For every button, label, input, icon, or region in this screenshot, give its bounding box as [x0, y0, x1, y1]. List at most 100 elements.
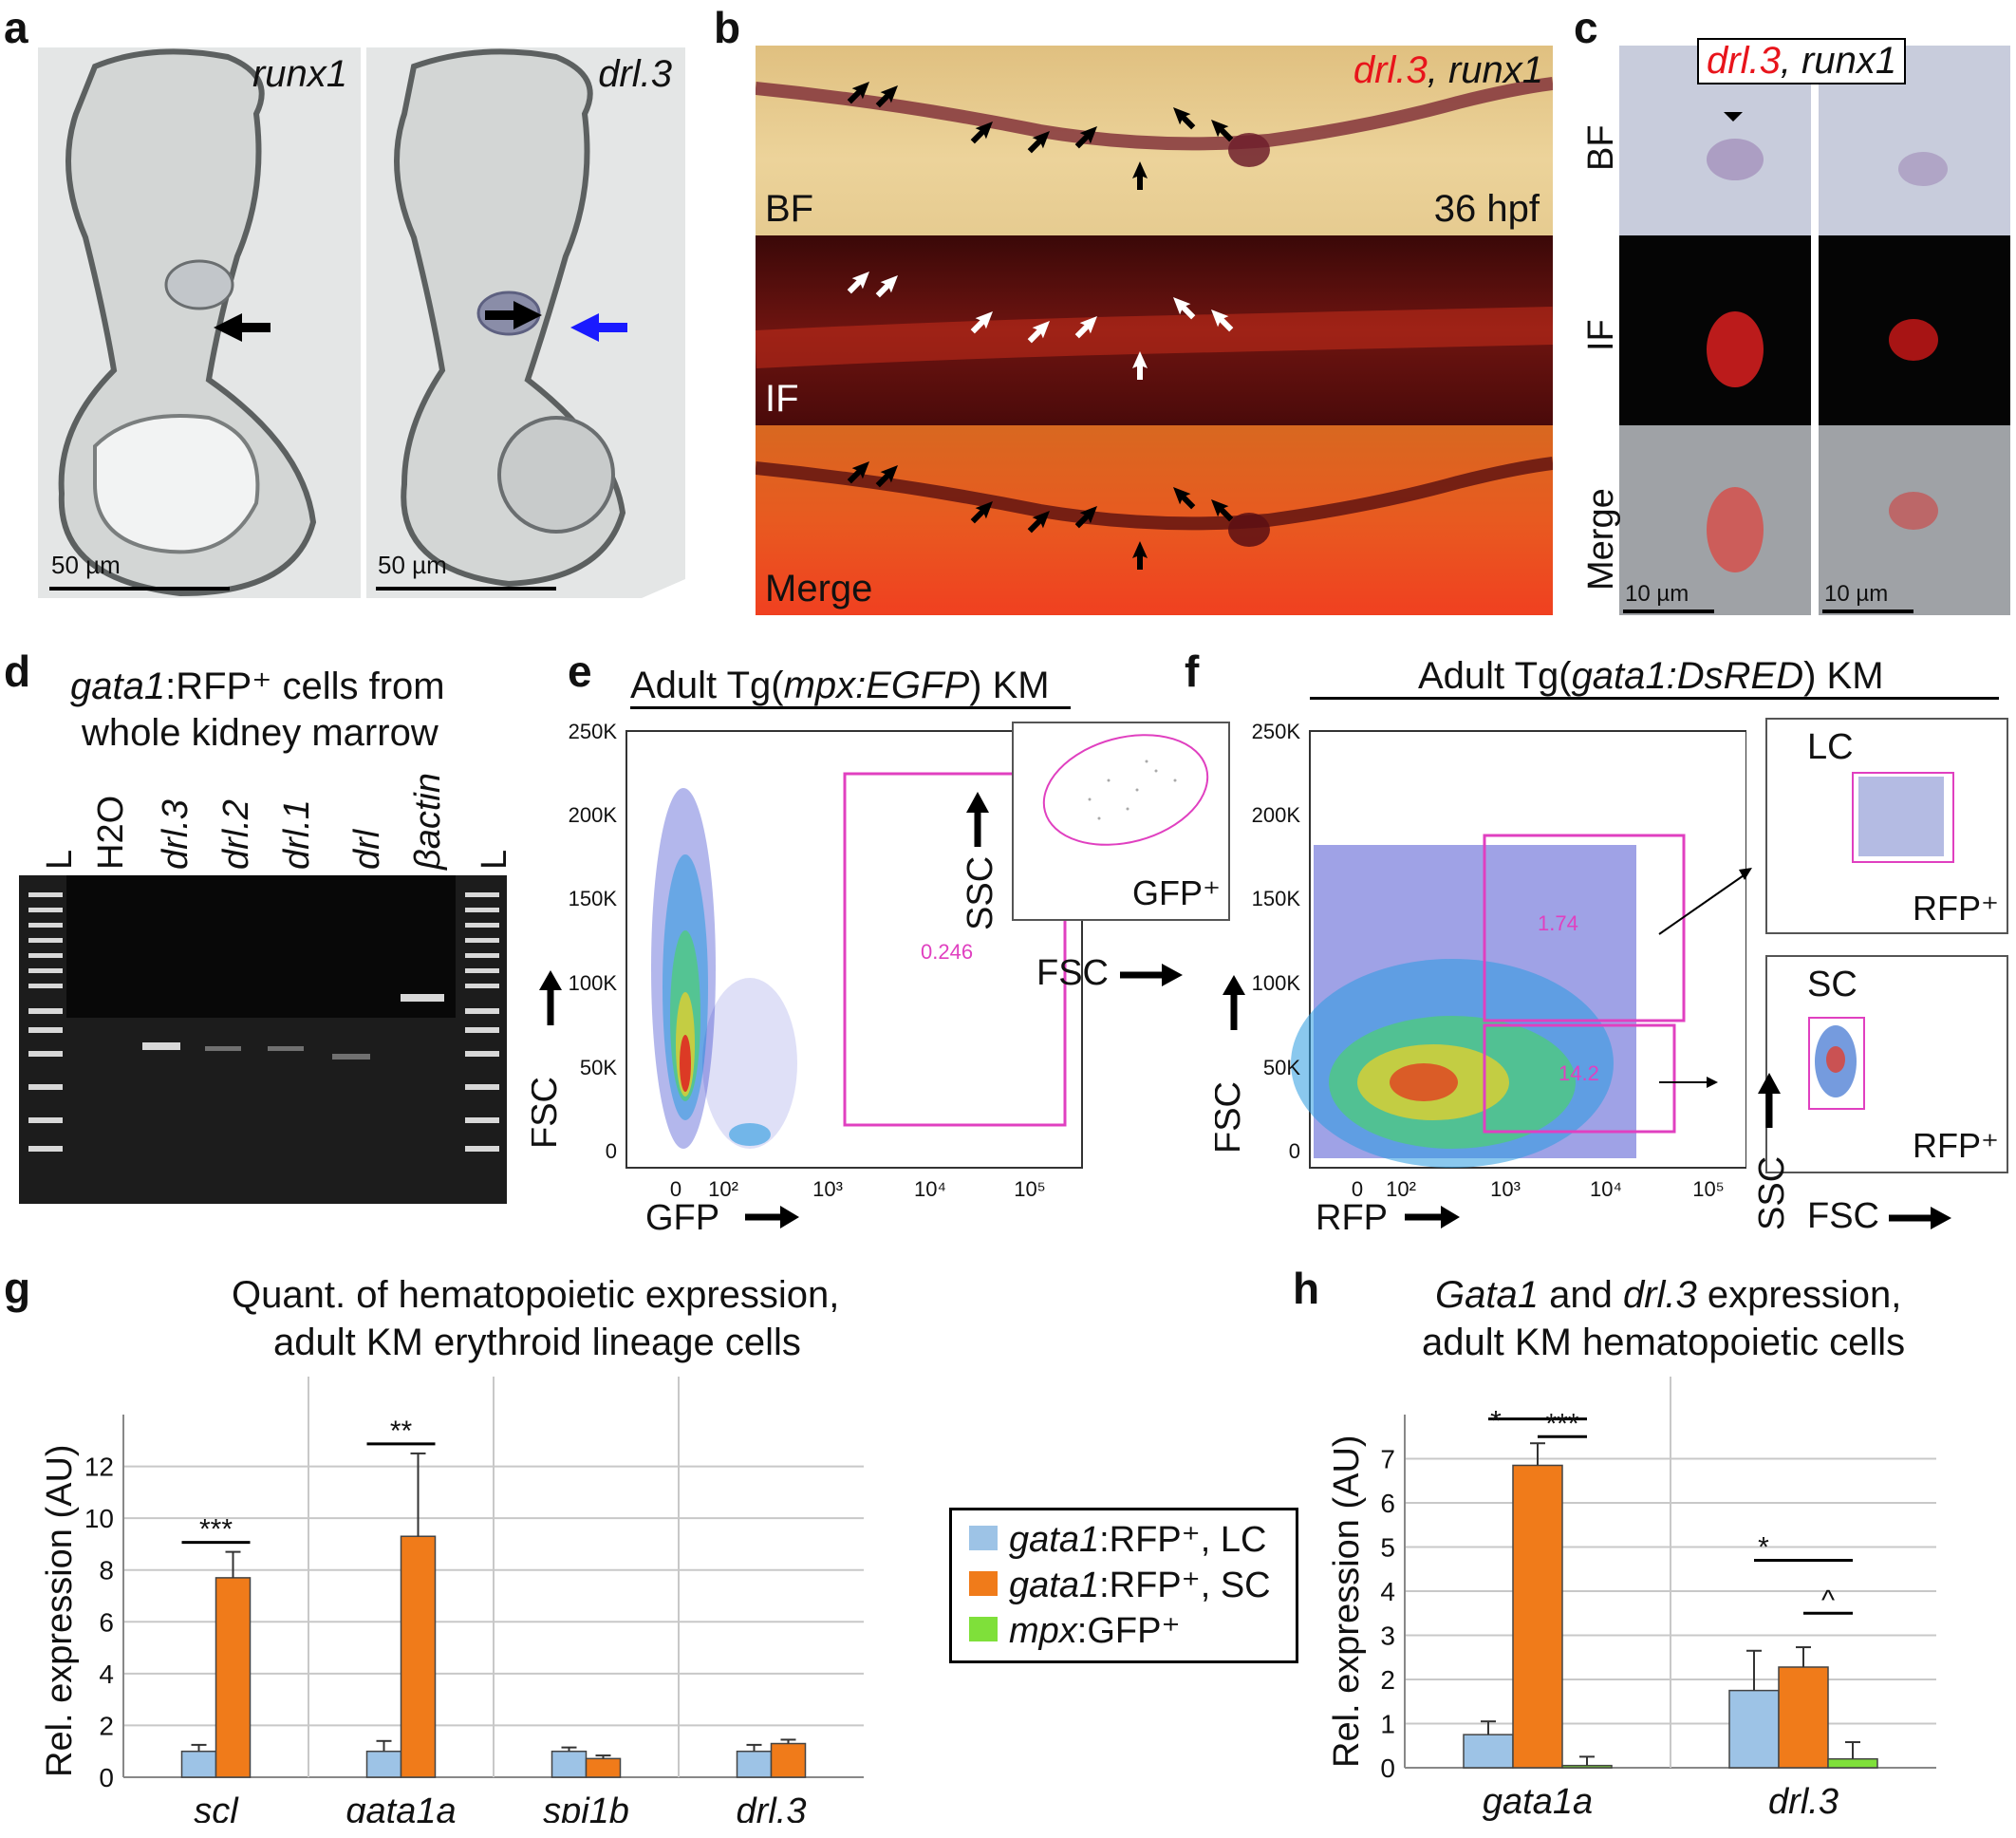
y-tick: 150K	[569, 887, 618, 910]
inset-top-plot	[1852, 772, 1954, 863]
gate-lower	[1483, 1023, 1676, 1134]
legend-item-sc: gata1:RFP⁺, SC	[1009, 1564, 1271, 1606]
panel-h-title-2: adult KM hematopoietic cells	[1422, 1322, 1906, 1363]
title-rule	[1310, 697, 1999, 700]
legend-item-mpx-it: mpx	[1009, 1611, 1077, 1651]
panel-a-scale-left: 50 µm	[51, 551, 121, 579]
legend-item-lc-it: gata1	[1009, 1520, 1100, 1560]
lane-label: L	[40, 849, 80, 870]
lane-label: drl.3	[156, 799, 196, 870]
x-tick: 0	[1352, 1177, 1363, 1201]
panel-c-if-right	[1819, 235, 2010, 425]
panel-d-title-it: gata1	[70, 666, 166, 707]
panel-b-merge-stain	[756, 457, 1553, 547]
scale-bar	[1623, 610, 1714, 613]
panel-label-d: d	[4, 647, 31, 696]
panel-label-c: c	[1574, 3, 1598, 52]
scale-bar	[49, 587, 230, 591]
inset-bottom-sub: RFP⁺	[1912, 1126, 1999, 1165]
panel-b-if-signal	[756, 307, 1553, 368]
gate-upper	[1483, 834, 1686, 1022]
panel-a-right-image: drl.3 50 µm	[366, 47, 685, 598]
y-tick-label: 0	[1380, 1754, 1395, 1783]
right-arrow-icon	[1889, 1207, 1951, 1229]
gate-lower-value: 14.2	[1559, 1061, 1599, 1085]
legend-swatch-sc	[969, 1571, 998, 1596]
y-tick-label: 10	[85, 1504, 114, 1533]
panel-b-bf-image: BF 36 hpf drl.3, runx1	[756, 46, 1553, 235]
y-tick-label: 7	[1380, 1445, 1395, 1474]
category-label: gata1a	[1483, 1782, 1593, 1822]
e-x-ticks: 0 10² 10³ 10⁴ 10⁵	[670, 1177, 1046, 1201]
panel-e-flow-plot: 0.246 250K 200K 150K 100K 50K 0 0 10² 10…	[532, 720, 1083, 1234]
panel-f-inset-bottom: SC RFP⁺	[1765, 955, 2008, 1173]
bar	[770, 1742, 807, 1778]
y-tick-label: 6	[99, 1607, 114, 1637]
bar	[215, 1577, 252, 1778]
y-tick-label: 8	[99, 1556, 114, 1585]
gate-value: 0.246	[921, 940, 973, 964]
bar	[1561, 1764, 1613, 1769]
legend-swatch-lc	[969, 1526, 998, 1550]
x-tick: 10³	[1490, 1177, 1521, 1201]
panel-b-merge-image: Merge	[756, 425, 1553, 615]
panel-h-title-it: Gata1	[1435, 1274, 1539, 1316]
panel-b-title-black: runx1	[1447, 49, 1543, 91]
significance-label: *	[1490, 1406, 1502, 1437]
bar	[736, 1750, 773, 1778]
panel-h-title-it2: drl.3	[1622, 1274, 1697, 1316]
panel-c-scale-left: 10 µm	[1625, 581, 1689, 607]
title-rule	[630, 706, 1071, 709]
y-tick-label: 6	[1380, 1489, 1395, 1518]
panel-b-title: drl.3, runx1	[1353, 49, 1543, 92]
panel-b-arrows	[844, 76, 1237, 570]
panel-c-merge-right	[1819, 425, 2010, 615]
panel-g-title-1: Quant. of hematopoietic expression,	[232, 1274, 840, 1316]
panel-f-pointer-arrows	[1658, 868, 1752, 1088]
panel-f-title-post: ) KM	[1803, 655, 1884, 697]
panel-label-h: h	[1293, 1264, 1320, 1313]
gel-bands	[28, 875, 499, 1152]
panel-f-title-it: gata1:DsRED	[1571, 655, 1804, 697]
y-axis-label: FSC	[1215, 1081, 1248, 1153]
x-tick: 10⁵	[1692, 1177, 1725, 1201]
panel-b-bf-label: BF	[765, 188, 814, 230]
panel-h-title-post: expression,	[1696, 1274, 1902, 1316]
panel-c-title: drl.3, runx1	[1697, 38, 1907, 84]
panel-d-title-line2: whole kidney marrow	[82, 712, 439, 754]
lane-label: drl	[347, 829, 387, 870]
panel-c-row-merge: Merge	[1581, 488, 1621, 591]
legend-item-sc-it: gata1	[1009, 1566, 1100, 1605]
gfp-gate	[843, 772, 1067, 1127]
category-label: drl.3	[737, 1791, 807, 1823]
x-tick: 10²	[708, 1177, 738, 1201]
panel-c-row-if: IF	[1581, 319, 1621, 351]
y-tick-label: 4	[99, 1660, 114, 1689]
legend-item-lc-rest: :RFP⁺, LC	[1099, 1520, 1267, 1560]
panel-e-title-post: ) KM	[969, 665, 1050, 706]
y-tick-label: 4	[1380, 1577, 1395, 1606]
legend-item-sc-rest: :RFP⁺, SC	[1099, 1566, 1271, 1605]
inset-y-label: SSC	[961, 855, 1000, 930]
panel-c-title-red: drl.3	[1707, 40, 1781, 82]
y-tick-label: 2	[99, 1711, 114, 1740]
right-arrow-icon	[1120, 964, 1183, 986]
y-tick-label: 3	[1380, 1622, 1395, 1651]
panel-g-title-2: adult KM erythroid lineage cells	[273, 1322, 801, 1363]
bar	[585, 1757, 622, 1778]
bar	[1778, 1666, 1829, 1769]
significance-label: *	[1758, 1531, 1769, 1563]
panel-c-title-black: runx1	[1801, 40, 1897, 82]
y-tick: 200K	[1252, 803, 1301, 827]
inset-plot	[1042, 734, 1209, 846]
panel-c-row-bf: BF	[1581, 124, 1621, 171]
inset-top-label: LC	[1807, 727, 1854, 767]
bar	[1827, 1757, 1878, 1769]
legend-item-mpx-rest: :GFP⁺	[1076, 1611, 1181, 1651]
panel-f-title-pre: Adult Tg(	[1418, 655, 1572, 697]
h-y-axis-label: Rel. expression (AU)	[1327, 1435, 1367, 1768]
gel-image	[19, 875, 507, 1204]
panel-a-left-tissue	[58, 48, 317, 597]
